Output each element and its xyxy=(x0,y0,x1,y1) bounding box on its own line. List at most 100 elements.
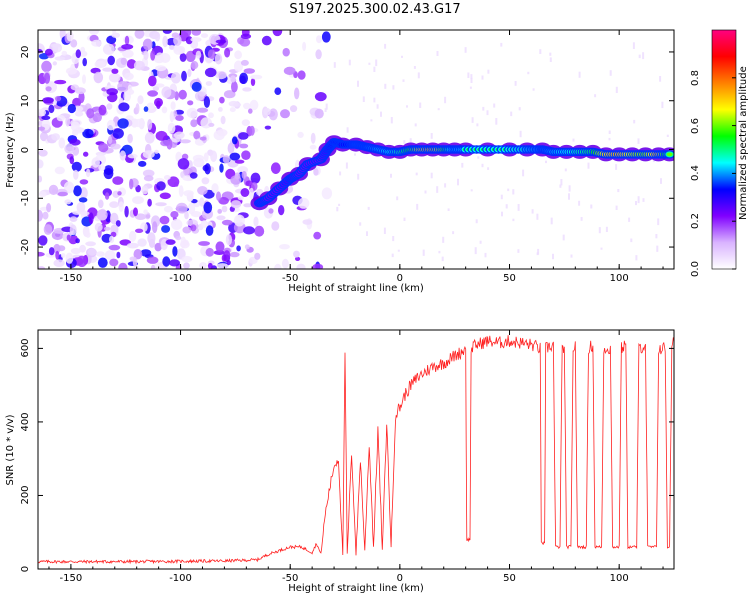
heatmap-noise-cell xyxy=(79,179,89,185)
heatmap-noise-cell xyxy=(48,184,59,195)
heatmap-streak-cell xyxy=(531,209,534,214)
heatmap-noise-cell xyxy=(207,49,216,59)
heatmap-noise-cell xyxy=(143,106,149,112)
heatmap-noise-cell xyxy=(67,103,77,114)
heatmap-noise-cell xyxy=(271,221,280,231)
heatmap-noise-cell xyxy=(220,115,226,125)
heatmap-noise-cell xyxy=(208,122,215,127)
heatmap-streak-cell xyxy=(598,227,601,234)
heatmap-noise-cell xyxy=(38,235,48,246)
top-ytick-label: 0 xyxy=(20,146,31,153)
heatmap-streak-cell xyxy=(487,69,490,74)
bottom-y-axis-label: SNR (10 * v/v) xyxy=(5,413,16,486)
heatmap-noise-cell xyxy=(280,109,290,119)
heatmap-noise-cell xyxy=(216,191,221,201)
top-xtick-label: 50 xyxy=(503,273,516,284)
heatmap-noise-cell xyxy=(205,247,214,257)
heatmap-noise-cell xyxy=(150,50,156,61)
heatmap-noise-cell xyxy=(254,252,261,260)
heatmap-noise-cell xyxy=(178,89,187,100)
heatmap-noise-cell xyxy=(55,250,60,260)
heatmap-noise-cell xyxy=(245,180,254,187)
heatmap-noise-cell xyxy=(109,235,115,243)
heatmap-streak-cell xyxy=(406,105,408,108)
heatmap-streak-cell xyxy=(642,52,645,60)
heatmap-noise-cell xyxy=(236,245,241,252)
heatmap-noise-cell xyxy=(321,187,333,200)
heatmap-noise-cell xyxy=(146,256,159,264)
heatmap-noise-cell xyxy=(239,38,251,47)
heatmap-noise-cell xyxy=(110,143,121,150)
heatmap-noise-cell xyxy=(147,90,159,97)
heatmap-noise-cell xyxy=(261,35,272,46)
heatmap-noise-cell xyxy=(281,258,289,269)
heatmap-streak-cell xyxy=(632,42,635,49)
heatmap-noise-cell xyxy=(187,68,192,78)
heatmap-streak-cell xyxy=(376,104,379,109)
heatmap-streak-cell xyxy=(413,66,416,69)
heatmap-noise-cell xyxy=(175,202,188,214)
heatmap-streak-cell xyxy=(373,66,376,72)
heatmap-noise-cell xyxy=(221,254,227,262)
heatmap-noise-cell xyxy=(60,253,66,258)
heatmap-streak-cell xyxy=(637,196,640,204)
heatmap-streak-cell xyxy=(522,169,525,177)
heatmap-noise-cell xyxy=(109,258,119,267)
heatmap-noise-cell xyxy=(134,213,147,220)
heatmap-noise-cell xyxy=(154,149,159,154)
heatmap-streak-cell xyxy=(484,252,487,258)
heatmap-noise-cell xyxy=(243,203,252,208)
heatmap-noise-cell xyxy=(310,132,316,144)
heatmap-noise-cell xyxy=(137,95,144,105)
heatmap-noise-cell xyxy=(162,256,171,267)
heatmap-streak-cell xyxy=(401,55,403,58)
heatmap-ridge-core xyxy=(666,152,673,157)
heatmap-noise-cell xyxy=(283,66,296,75)
heatmap-noise-cell xyxy=(199,262,207,269)
bottom-xtick-label: 100 xyxy=(609,573,629,584)
heatmap-noise-cell xyxy=(112,30,117,34)
heatmap-noise-cell xyxy=(230,75,236,83)
heatmap-noise-cell xyxy=(91,157,100,168)
heatmap-noise-cell xyxy=(58,137,66,149)
heatmap-noise-cell xyxy=(279,244,290,250)
heatmap-noise-cell xyxy=(66,234,71,241)
heatmap-streak-cell xyxy=(447,208,450,211)
heatmap-noise-cell xyxy=(203,96,210,108)
heatmap-noise-cell xyxy=(313,231,322,240)
heatmap-noise-cell xyxy=(155,65,167,72)
heatmap-noise-cell xyxy=(159,192,171,200)
top-xtick-label: -150 xyxy=(59,273,83,284)
heatmap-noise-cell xyxy=(173,131,185,140)
heatmap-noise-cell xyxy=(187,202,196,215)
heatmap-noise-cell xyxy=(112,128,124,139)
heatmap-noise-cell xyxy=(70,119,82,127)
heatmap-streak-cell xyxy=(397,249,400,252)
heatmap-streak-cell xyxy=(396,196,399,201)
heatmap-streak-cell xyxy=(637,138,640,144)
heatmap-noise-cell xyxy=(215,39,227,44)
heatmap-noise-cell xyxy=(282,47,290,57)
heatmap-noise-cell xyxy=(193,130,201,140)
heatmap-noise-cell xyxy=(108,72,121,83)
heatmap-noise-cell xyxy=(263,107,271,116)
heatmap-noise-cell xyxy=(76,202,86,213)
heatmap-streak-cell xyxy=(481,75,484,80)
heatmap-noise-cell xyxy=(224,47,231,58)
heatmap-streak-cell xyxy=(633,119,636,124)
heatmap-noise-cell xyxy=(76,255,88,267)
heatmap-noise-cell xyxy=(142,150,155,159)
heatmap-noise-cell xyxy=(134,30,145,39)
heatmap-streak-cell xyxy=(368,62,371,65)
heatmap-streak-cell xyxy=(367,206,370,210)
heatmap-noise-cell xyxy=(118,102,130,112)
heatmap-noise-cell xyxy=(38,175,43,183)
heatmap-noise-cell xyxy=(302,219,313,225)
heatmap-noise-cell xyxy=(118,262,128,269)
heatmap-streak-cell xyxy=(403,217,406,221)
bottom-xtick-label: 0 xyxy=(396,573,404,584)
heatmap-streak-cell xyxy=(357,80,359,87)
heatmap-noise-cell xyxy=(203,201,213,214)
heatmap-noise-cell xyxy=(222,155,230,164)
heatmap-noise-cell xyxy=(249,187,254,200)
